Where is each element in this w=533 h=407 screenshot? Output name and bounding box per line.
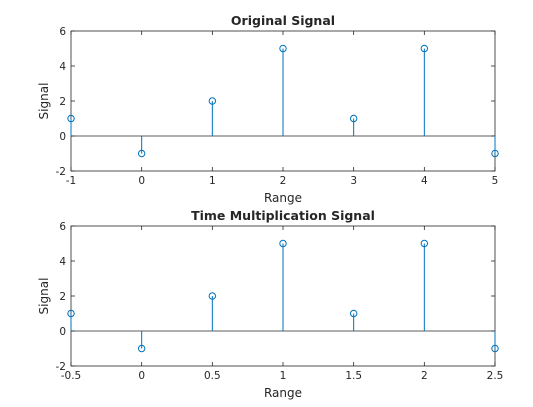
y-tick-label: 4 <box>59 61 66 73</box>
data-point <box>279 239 287 248</box>
y-tick-label: 4 <box>59 256 66 268</box>
data-point <box>67 309 75 318</box>
y-tick-label: 0 <box>59 131 66 143</box>
data-point <box>208 97 217 105</box>
y-axis-label: Signal <box>37 278 51 315</box>
subplot-time-multiplication-signal: Time Multiplication Signal Range Signal … <box>37 208 503 400</box>
data-point <box>349 114 358 123</box>
data-point <box>208 292 217 300</box>
y-tick-label: -2 <box>56 361 66 373</box>
y-tick-label: 6 <box>59 221 66 233</box>
x-tick-label: 0 <box>138 175 145 187</box>
data-point <box>137 344 146 353</box>
x-tick-label: -0.5 <box>61 370 82 382</box>
x-axis-label: Range <box>264 191 302 205</box>
x-tick-label: -1 <box>66 175 76 187</box>
chart-title: Time Multiplication Signal <box>191 208 375 223</box>
x-tick-label: 1.5 <box>345 370 362 382</box>
data-point <box>137 149 146 158</box>
chart-title: Original Signal <box>231 13 335 28</box>
data-point <box>491 149 499 158</box>
data-point <box>67 114 75 123</box>
y-tick-label: -2 <box>56 166 66 178</box>
y-tick-label: 0 <box>59 326 66 338</box>
y-tick-label: 2 <box>59 291 66 303</box>
data-point <box>491 344 499 353</box>
data-point <box>279 44 287 53</box>
x-tick-label: 1 <box>209 175 216 187</box>
x-tick-label: 2 <box>280 175 287 187</box>
x-tick-label: 0.5 <box>204 370 221 382</box>
y-tick-label: 6 <box>59 26 66 38</box>
data-point <box>420 239 429 248</box>
x-axis-label: Range <box>264 386 302 400</box>
x-tick-label: 2 <box>421 370 428 382</box>
x-tick-label: 1 <box>280 370 287 382</box>
x-tick-label: 0 <box>138 370 145 382</box>
data-point <box>420 44 429 53</box>
data-point <box>349 309 358 318</box>
subplot-original-signal: Original Signal Range Signal -2 0 2 4 6 -1 0 1 2… <box>37 13 499 205</box>
x-tick-label: 4 <box>421 175 428 187</box>
x-tick-label: 3 <box>350 175 357 187</box>
y-axis-label: Signal <box>37 83 51 120</box>
y-tick-label: 2 <box>59 96 66 108</box>
x-tick-label: 2.5 <box>487 370 504 382</box>
x-tick-label: 5 <box>492 175 499 187</box>
